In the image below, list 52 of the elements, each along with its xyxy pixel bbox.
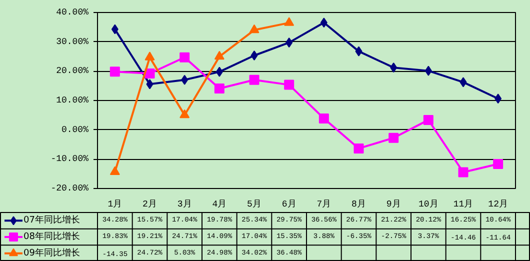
x-tick-label: 1月: [108, 200, 122, 210]
point: [318, 113, 329, 124]
point: [494, 94, 502, 104]
legend-label: 09年同比增长: [24, 247, 80, 258]
legend-label: 08年同比增长: [24, 231, 80, 242]
x-tick-label: 3月: [177, 200, 192, 210]
y-tick-label: 20.00%: [56, 66, 90, 76]
point: [249, 24, 260, 34]
x-tick-label: 2月: [142, 200, 157, 210]
point: [216, 66, 223, 77]
point: [424, 66, 432, 76]
point: [354, 143, 364, 154]
legend-label: 07年同比增长: [24, 214, 80, 226]
y-tick-label: 30.00%: [56, 36, 90, 47]
point: [284, 17, 294, 26]
x-tick-label: 5月: [247, 200, 262, 210]
point: [460, 77, 467, 88]
point: [286, 38, 293, 48]
x-tick-label: 8月: [352, 200, 366, 210]
point: [320, 18, 328, 28]
x-tick-label: 7月: [316, 200, 332, 210]
point: [144, 68, 155, 78]
x-tick-label: 4月: [212, 200, 227, 210]
y-tick-label: 0.00%: [61, 124, 90, 135]
point: [458, 167, 468, 178]
point: [249, 74, 260, 85]
point: [493, 158, 504, 169]
x-tick-label: 10月: [418, 200, 438, 210]
point: [214, 84, 224, 94]
point: [110, 166, 120, 176]
x-tick-label: 12月: [488, 200, 508, 210]
point: [144, 52, 155, 60]
x-tick-label: 6月: [282, 200, 296, 210]
point: [284, 80, 294, 90]
point: [111, 24, 118, 34]
y-tick-label: -10.00%: [50, 154, 90, 164]
x-tick-label: 9月: [386, 200, 401, 210]
point: [388, 132, 399, 143]
y-tick-label: 40.00%: [56, 8, 90, 18]
x-tick-label: 11月: [453, 200, 474, 210]
point: [110, 66, 120, 77]
point: [181, 74, 188, 85]
point: [180, 109, 190, 118]
point: [423, 114, 434, 125]
y-tick-label: -20.00%: [50, 184, 90, 194]
point: [214, 50, 224, 60]
point: [146, 79, 154, 90]
point: [390, 62, 398, 73]
point: [250, 50, 258, 61]
point: [355, 46, 362, 56]
point: [180, 52, 190, 62]
y-tick-label: 10.00%: [56, 96, 90, 106]
